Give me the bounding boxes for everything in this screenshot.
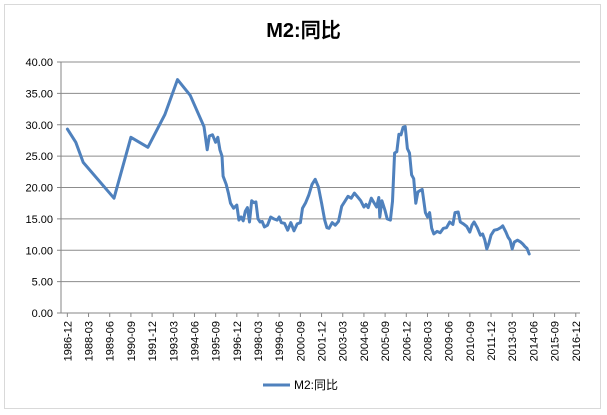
x-tick-label: 1996-12 (232, 321, 244, 361)
x-tick-label: 1994-06 (189, 321, 201, 361)
y-tick-label: 40.00 (25, 57, 53, 69)
x-tick-label: 1990-09 (126, 321, 138, 361)
y-tick-label: 30.00 (25, 120, 53, 132)
y-tick-label: 20.00 (25, 183, 53, 195)
x-tick-label: 2009-06 (444, 321, 456, 361)
x-axis: 1986-12 1988-03 1989-06 1990-09 1991-12 1993-… (62, 313, 583, 361)
x-tick-label: 2016-12 (571, 321, 583, 361)
y-tick-label: 5.00 (32, 277, 53, 289)
x-tick-label: 1999-06 (274, 321, 286, 361)
y-tick-label: 10.00 (25, 245, 53, 257)
x-tick-label: 2005-09 (380, 321, 392, 361)
x-tick-label: 2006-12 (401, 321, 413, 361)
y-tick-label: 35.00 (25, 88, 53, 100)
plot-series (65, 78, 531, 256)
series-line (65, 78, 531, 256)
y-tick-label: 25.00 (25, 151, 53, 163)
x-tick-label: 1989-06 (105, 321, 117, 361)
y-axis: 0.00 5.00 10.00 15.00 20.00 25.00 30.00 35.00 40… (25, 57, 62, 320)
x-tick-label: 2011-12 (486, 321, 498, 361)
x-tick-label: 1991-12 (147, 321, 159, 361)
x-tick-label: 2014-06 (528, 321, 540, 361)
y-tick-label: 0.00 (32, 308, 53, 320)
x-tick-label: 2004-06 (359, 321, 371, 361)
grid-lines (61, 61, 580, 314)
x-tick-label: 2008-03 (422, 321, 434, 361)
legend-label: M2:同比 (294, 378, 338, 392)
legend: M2:同比 (263, 378, 338, 392)
y-tick-label: 15.00 (25, 214, 53, 226)
x-tick-label: 2015-09 (550, 321, 562, 361)
chart-title: M2:同比 (266, 20, 341, 42)
x-tick-label: 1995-09 (211, 321, 223, 361)
x-tick-label: 1993-03 (168, 321, 180, 361)
x-tick-label: 1998-03 (253, 321, 265, 361)
x-tick-label: 1988-03 (84, 321, 96, 361)
x-tick-label: 1986-12 (62, 321, 74, 361)
x-tick-label: 2010-09 (465, 321, 477, 361)
x-tick-label: 2001-12 (317, 321, 329, 361)
x-tick-label: 2003-03 (338, 321, 350, 361)
x-tick-label: 2013-03 (507, 321, 519, 361)
x-tick-label: 2000-09 (295, 321, 307, 361)
